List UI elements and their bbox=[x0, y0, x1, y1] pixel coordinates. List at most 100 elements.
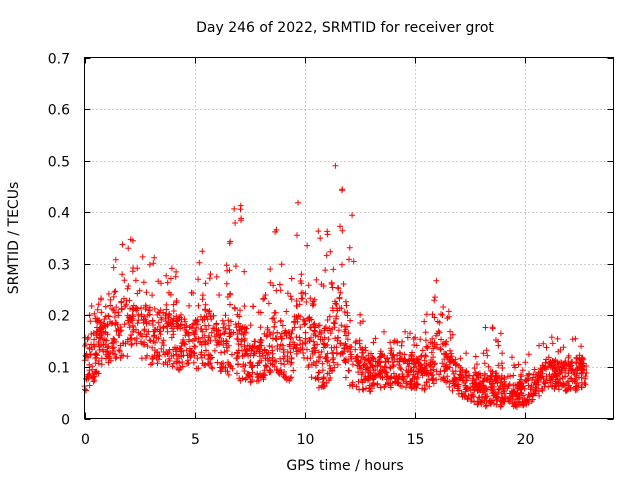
data-point bbox=[382, 381, 389, 388]
data-point bbox=[458, 390, 465, 397]
data-point bbox=[137, 338, 144, 345]
data-point bbox=[422, 329, 429, 336]
data-point bbox=[201, 332, 208, 339]
data-point bbox=[247, 322, 254, 329]
data-point bbox=[305, 364, 312, 371]
data-point bbox=[163, 318, 169, 325]
data-point bbox=[273, 226, 280, 233]
axis-ticks bbox=[84, 57, 614, 420]
data-point bbox=[210, 312, 217, 319]
data-point bbox=[294, 342, 300, 349]
data-point bbox=[213, 337, 219, 344]
data-point bbox=[86, 345, 93, 352]
data-point bbox=[395, 380, 402, 387]
data-point bbox=[173, 297, 180, 304]
data-point bbox=[509, 354, 515, 361]
data-point bbox=[517, 381, 524, 387]
data-point bbox=[141, 341, 148, 348]
data-point bbox=[423, 370, 430, 377]
data-point bbox=[415, 365, 422, 372]
data-point bbox=[225, 317, 232, 324]
data-point bbox=[397, 355, 404, 362]
data-point bbox=[342, 298, 349, 305]
x-tick-label: 10 bbox=[297, 432, 315, 448]
x-tick-labels: 0 5 10 15 20 bbox=[81, 432, 534, 448]
data-point bbox=[110, 344, 117, 351]
data-point bbox=[333, 350, 340, 357]
data-point bbox=[555, 360, 562, 367]
data-point bbox=[115, 347, 122, 354]
data-point bbox=[421, 386, 428, 393]
data-point bbox=[85, 334, 92, 341]
data-point bbox=[211, 333, 218, 340]
data-point bbox=[240, 363, 246, 370]
data-point bbox=[222, 312, 229, 319]
data-point bbox=[135, 329, 142, 336]
data-point bbox=[174, 365, 181, 371]
data-point bbox=[496, 385, 503, 392]
data-point bbox=[172, 273, 179, 280]
data-point bbox=[294, 348, 301, 355]
data-point bbox=[468, 391, 475, 398]
data-point bbox=[417, 353, 424, 360]
data-point bbox=[338, 322, 345, 329]
data-point bbox=[239, 324, 246, 331]
data-point bbox=[475, 394, 482, 401]
data-point bbox=[214, 359, 221, 366]
data-point bbox=[185, 330, 191, 337]
data-point bbox=[91, 377, 98, 384]
data-point bbox=[143, 331, 150, 338]
data-point bbox=[193, 365, 200, 372]
data-point bbox=[266, 343, 273, 349]
data-point bbox=[287, 335, 294, 342]
data-point bbox=[568, 366, 575, 373]
data-point bbox=[430, 380, 437, 387]
data-point bbox=[326, 325, 333, 332]
y-axis-label: SRMTID / TECUs bbox=[6, 182, 22, 295]
data-point bbox=[443, 361, 450, 368]
data-point bbox=[288, 355, 295, 362]
data-point bbox=[96, 347, 103, 353]
data-point bbox=[120, 340, 127, 347]
data-point bbox=[465, 393, 472, 399]
data-point bbox=[343, 332, 349, 339]
data-point bbox=[515, 361, 522, 368]
data-point bbox=[163, 310, 170, 317]
data-point bbox=[98, 342, 105, 349]
data-point bbox=[152, 347, 158, 354]
data-point bbox=[229, 351, 235, 358]
data-point bbox=[418, 369, 425, 376]
data-point bbox=[524, 397, 531, 403]
data-point bbox=[116, 332, 123, 339]
data-point bbox=[201, 352, 208, 359]
data-point bbox=[202, 280, 209, 287]
data-point bbox=[136, 287, 143, 294]
data-point bbox=[413, 342, 420, 349]
data-point bbox=[396, 358, 403, 365]
data-point bbox=[130, 326, 137, 333]
data-point bbox=[254, 362, 261, 369]
data-point bbox=[302, 329, 309, 336]
data-point bbox=[332, 162, 339, 169]
data-point bbox=[109, 345, 116, 352]
data-point bbox=[531, 366, 538, 373]
data-point bbox=[324, 370, 331, 377]
data-point bbox=[547, 379, 554, 386]
data-point bbox=[224, 368, 231, 375]
data-point bbox=[377, 384, 384, 391]
data-point bbox=[249, 369, 256, 376]
data-point bbox=[568, 375, 575, 382]
data-point bbox=[266, 329, 273, 335]
data-point bbox=[311, 320, 318, 327]
data-point bbox=[243, 346, 249, 353]
data-point bbox=[514, 392, 521, 399]
data-point bbox=[499, 383, 506, 389]
data-point bbox=[357, 320, 364, 326]
data-point bbox=[407, 330, 413, 337]
data-point bbox=[573, 360, 580, 367]
data-point bbox=[207, 354, 214, 361]
data-point bbox=[85, 371, 92, 378]
x-tick-label: 0 bbox=[81, 432, 90, 448]
data-point bbox=[542, 363, 549, 370]
data-point bbox=[224, 294, 231, 300]
